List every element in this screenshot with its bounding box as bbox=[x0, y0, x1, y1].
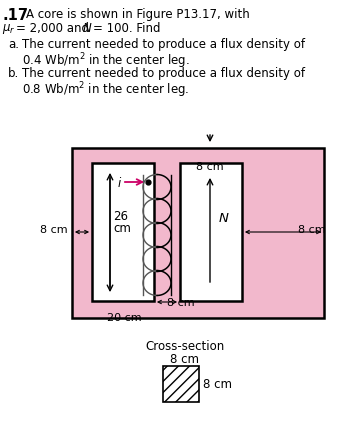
Text: A core is shown in Figure P13.17, with: A core is shown in Figure P13.17, with bbox=[26, 8, 250, 21]
Text: 8 cm: 8 cm bbox=[196, 162, 224, 172]
Text: 8 cm: 8 cm bbox=[40, 225, 68, 235]
Bar bbox=[163, 366, 199, 402]
Text: a.: a. bbox=[8, 38, 19, 51]
Text: 0.8 Wb/m$^2$ in the center leg.: 0.8 Wb/m$^2$ in the center leg. bbox=[22, 80, 189, 100]
Text: The current needed to produce a flux density of: The current needed to produce a flux den… bbox=[22, 67, 305, 80]
Text: $\mu_r$: $\mu_r$ bbox=[2, 22, 15, 36]
Text: Cross-section: Cross-section bbox=[145, 340, 225, 353]
Bar bbox=[72, 148, 324, 318]
Text: .17: .17 bbox=[2, 8, 28, 23]
Text: $i$: $i$ bbox=[117, 176, 122, 190]
Text: $N$: $N$ bbox=[82, 22, 92, 35]
Text: $N$: $N$ bbox=[218, 211, 229, 224]
Bar bbox=[180, 163, 242, 301]
Text: The current needed to produce a flux density of: The current needed to produce a flux den… bbox=[22, 38, 305, 51]
Text: 8 cm: 8 cm bbox=[170, 353, 199, 366]
Text: b.: b. bbox=[8, 67, 19, 80]
Text: = 100. Find: = 100. Find bbox=[93, 22, 161, 35]
Text: 8 cm: 8 cm bbox=[167, 298, 195, 308]
Text: 0.4 Wb/m$^2$ in the center leg.: 0.4 Wb/m$^2$ in the center leg. bbox=[22, 51, 190, 71]
Text: 8 cm: 8 cm bbox=[298, 225, 326, 235]
Text: = 2,000 and: = 2,000 and bbox=[16, 22, 89, 35]
Text: cm: cm bbox=[113, 222, 131, 235]
Text: 8 cm: 8 cm bbox=[203, 378, 232, 391]
Text: 20 cm: 20 cm bbox=[107, 313, 141, 323]
Text: 26: 26 bbox=[113, 210, 128, 223]
Bar bbox=[92, 163, 154, 301]
